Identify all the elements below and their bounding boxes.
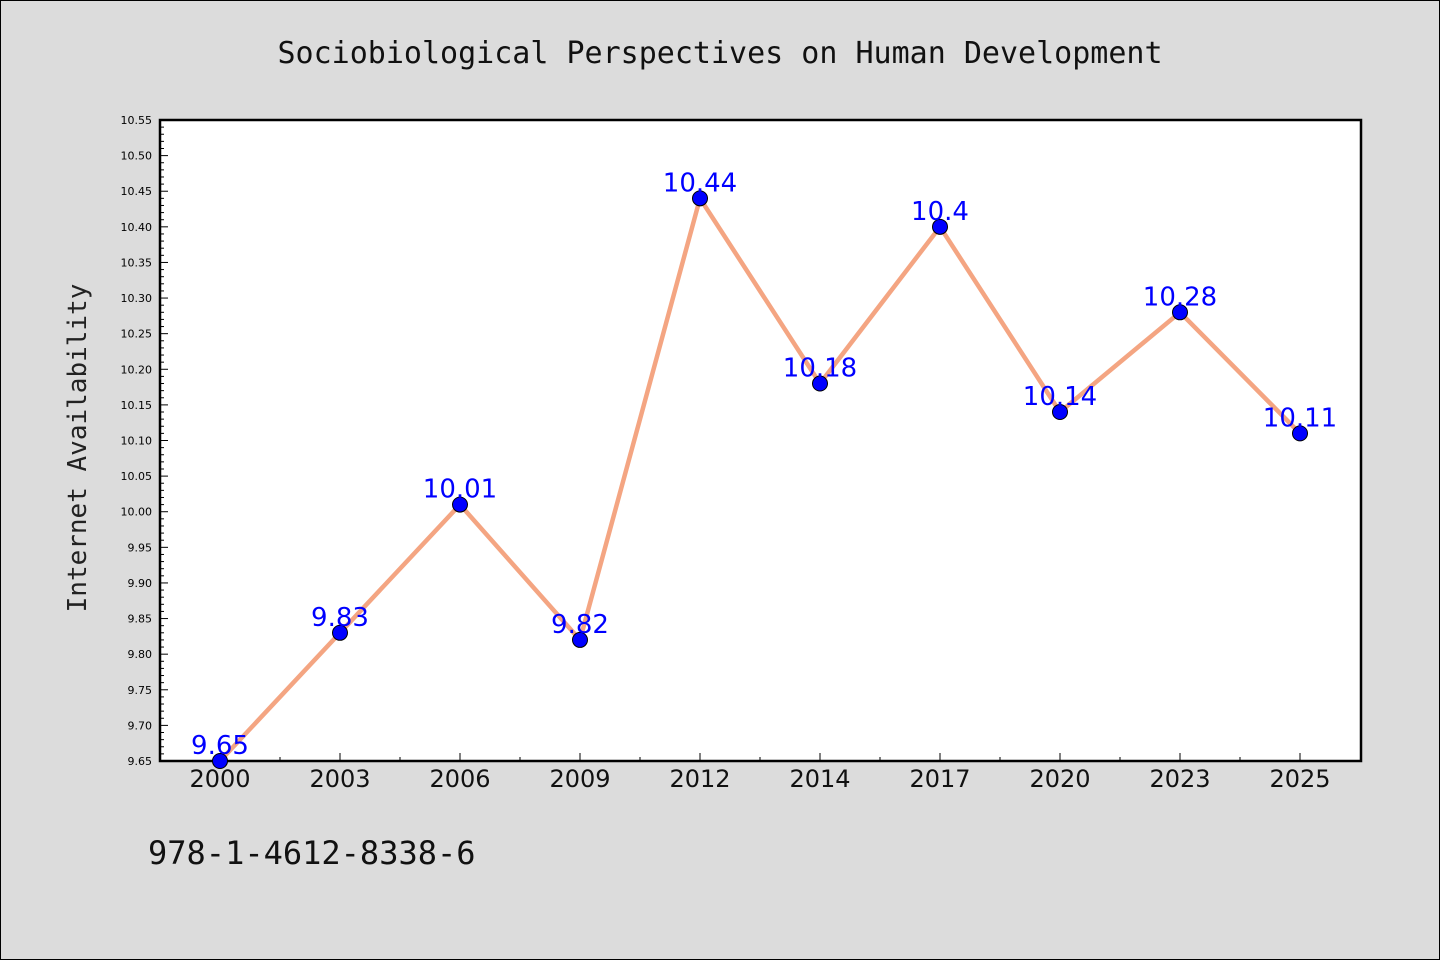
- y-tick-label: 10.30: [121, 292, 153, 305]
- data-label: 10.4: [911, 197, 969, 227]
- data-point: [212, 753, 228, 769]
- series-line: [217, 196, 1303, 764]
- y-tick-label: 10.10: [121, 435, 153, 448]
- data-point: [1172, 304, 1188, 321]
- data-label: 10.18: [783, 354, 857, 384]
- y-tick-label: 9.70: [128, 719, 153, 732]
- y-tick-label: 10.35: [121, 256, 153, 269]
- y-tick-label: 10.50: [121, 150, 153, 163]
- data-point: [932, 218, 948, 235]
- data-label: 9.82: [551, 610, 609, 640]
- y-tick-label: 10.00: [121, 506, 153, 519]
- x-tick-label: 2006: [429, 765, 490, 793]
- y-tick-label: 10.45: [121, 185, 153, 198]
- isbn-footer: 978-1-4612-8338-6: [148, 834, 476, 872]
- y-tick-label: 9.85: [128, 613, 153, 626]
- data-point: [332, 624, 348, 641]
- y-tick-label: 10.15: [121, 399, 153, 412]
- data-label: 10.28: [1143, 282, 1217, 312]
- x-tick-label: 2009: [549, 765, 610, 793]
- y-tick-label: 10.05: [121, 470, 153, 483]
- y-axis: 9.65 9.70 9.75 9.80 9.85 9.90 9.95 10.00 10.05 10…: [121, 114, 168, 768]
- y-axis-label: Internet Availability: [63, 284, 93, 613]
- data-point: [1052, 404, 1068, 421]
- data-labels: 9.65 9.83 10.01 9.82 10.44 10.18 10.4 10.14 10.2…: [191, 168, 1337, 761]
- x-axis: 2000 2003 2006 2009 2012 2014 2017 2020 2023 2025: [189, 753, 1331, 793]
- x-tick-label: 2020: [1029, 765, 1090, 793]
- plot-area: [158, 118, 1363, 763]
- x-tick-label: 2017: [909, 765, 970, 793]
- y-tick-label: 9.75: [128, 684, 153, 697]
- y-tick-label: 9.80: [128, 648, 153, 661]
- data-label: 10.14: [1023, 382, 1097, 412]
- y-tick-label: 10.40: [121, 221, 153, 234]
- data-point: [812, 375, 828, 392]
- y-tick-label: 9.90: [128, 577, 153, 590]
- x-tick-label: 2012: [669, 765, 730, 793]
- y-tick-label: 9.65: [128, 755, 153, 768]
- y-tick-label: 9.95: [128, 541, 153, 554]
- chart-title: Sociobiological Perspectives on Human De…: [277, 36, 1162, 71]
- series-markers: [212, 190, 1308, 769]
- data-point: [1292, 425, 1308, 442]
- x-tick-label: 2014: [789, 765, 850, 793]
- data-label: 10.44: [663, 168, 737, 198]
- data-label: 9.65: [191, 731, 249, 761]
- y-tick-label: 10.25: [121, 328, 153, 341]
- y-tick-label: 10.20: [121, 363, 153, 376]
- data-label: 10.11: [1263, 403, 1337, 433]
- data-label: 10.01: [423, 475, 497, 505]
- x-tick-label: 2000: [189, 765, 250, 793]
- series-line-group: [217, 196, 1303, 764]
- data-label: 9.83: [311, 603, 369, 633]
- data-point: [452, 496, 468, 513]
- data-point: [692, 190, 708, 207]
- x-tick-label: 2025: [1269, 765, 1330, 793]
- y-tick-label: 10.55: [121, 114, 153, 127]
- data-point: [572, 631, 588, 648]
- x-tick-label: 2023: [1149, 765, 1210, 793]
- x-tick-label: 2003: [309, 765, 370, 793]
